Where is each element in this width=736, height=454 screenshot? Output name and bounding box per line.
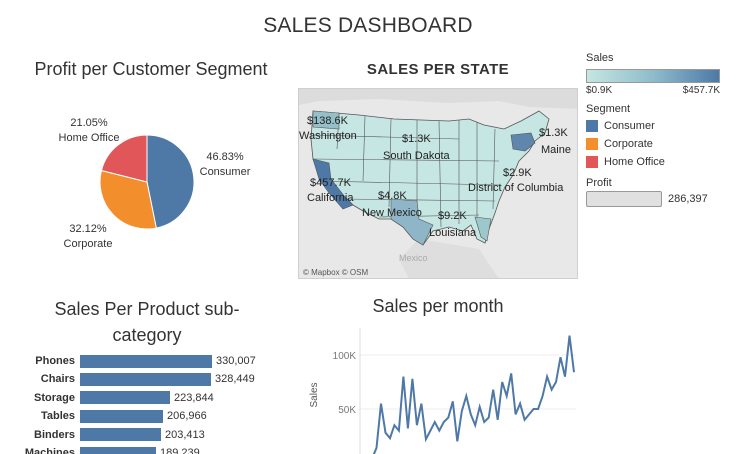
sales-legend-max: $457.7K (682, 85, 720, 96)
state-map-title: SALES PER STATE (366, 61, 510, 78)
map-label-dc-value: $2.9K (503, 167, 532, 179)
pie-label-consumer-pct: 46.83% (206, 151, 244, 163)
state-map[interactable]: $138.6K Washington $1.3K South Dakota $1… (298, 88, 578, 279)
segment-pie-chart: 21.05% Home Office 46.83% Consumer 32.12… (59, 117, 251, 250)
sales-color-ramp (586, 69, 720, 83)
map-label-dc-name: District of Columbia (468, 182, 564, 194)
sales-legend-title: Sales (586, 52, 614, 64)
bar-row[interactable]: Tables 206,966 (0, 409, 207, 423)
sales-line (372, 335, 575, 454)
bar-row[interactable]: Chairs 328,449 (0, 372, 255, 386)
bar-category-label: Chairs (40, 373, 75, 386)
new-york-shape (510, 132, 536, 152)
profit-legend-title: Profit (586, 177, 612, 189)
month-chart-title: Sales per month (372, 296, 504, 316)
bar-machines[interactable] (80, 446, 156, 454)
bar-row[interactable]: Machines 189,239 (0, 446, 200, 454)
pie-label-home-office-name: Home Office (59, 132, 120, 144)
map-attribution: © Mapbox © OSM (303, 268, 368, 277)
pie-slice-corporate[interactable] (99, 169, 157, 230)
texas-shape (390, 198, 434, 246)
map-label-california-name: California (307, 192, 354, 204)
bar-value-label: 223,844 (174, 391, 214, 404)
segment-legend-label: Home Office (604, 156, 665, 168)
map-label-maine-value: $1.3K (539, 127, 568, 139)
map-label-new-mexico-value: $4.8K (378, 190, 407, 202)
segment-legend-corporate[interactable]: Corporate (586, 135, 726, 153)
bar-category-label: Machines (24, 447, 75, 454)
bar-value-label: 328,449 (215, 373, 255, 386)
map-label-mexico: Mexico (399, 253, 428, 263)
bar-value-label: 206,966 (167, 410, 207, 423)
pie-label-consumer-name: Consumer (200, 166, 251, 178)
bar-binders[interactable] (80, 428, 161, 442)
sales-legend-min: $0.9K (586, 85, 613, 96)
map-label-maine-name: Maine (541, 144, 571, 156)
map-label-washington-value: $138.6K (307, 115, 349, 127)
map-label-south-dakota-value: $1.3K (402, 133, 431, 145)
bar-value-label: 203,413 (165, 428, 205, 441)
subcategory-bar-chart: Phones 330,007 Chairs 328,449 Storage 223,844… (0, 354, 300, 454)
segment-legend-consumer[interactable]: Consumer (586, 117, 726, 135)
pie-label-corporate-name: Corporate (64, 238, 113, 250)
map-label-new-mexico-name: New Mexico (362, 207, 422, 219)
bar-phones[interactable] (80, 354, 212, 368)
bar-storage[interactable] (80, 391, 170, 405)
bar-row[interactable]: Phones 330,007 (0, 354, 256, 368)
sales-month-line-chart: Sales 100K50K0K (309, 328, 576, 454)
subcategory-chart-title: Sales Per Product sub-category (54, 299, 240, 345)
dashboard-title: SALES DASHBOARD (263, 14, 473, 37)
segment-legend-home-office[interactable]: Home Office (586, 153, 726, 171)
segment-chart-title: Profit per Customer Segment (34, 59, 268, 79)
consumer-swatch (586, 120, 598, 132)
pie-slice-consumer[interactable] (146, 134, 195, 229)
map-label-south-dakota-name: South Dakota (383, 150, 451, 162)
pie-slice-home-office[interactable] (100, 134, 148, 183)
profit-value: 286,397 (668, 193, 708, 205)
segment-legend-label: Consumer (604, 120, 655, 132)
bar-row[interactable]: Binders 203,413 (0, 428, 205, 442)
home-office-swatch (586, 156, 598, 168)
bar-value-label: 189,239 (160, 447, 200, 454)
segment-legend-label: Corporate (604, 138, 653, 150)
map-label-washington-name: Washington (299, 130, 357, 142)
map-label-california-value: $457.7K (310, 177, 352, 189)
usa-map-graphic: $138.6K Washington $1.3K South Dakota $1… (299, 89, 577, 278)
bar-row[interactable]: Storage 223,844 (0, 391, 214, 405)
california-shape (312, 158, 354, 210)
pie-label-corporate-pct: 32.12% (69, 223, 107, 235)
y-axis-label: Sales (309, 382, 320, 407)
bar-tables[interactable] (80, 409, 163, 423)
bar-category-label: Phones (35, 355, 75, 367)
y-tick-label: 100K (333, 351, 357, 362)
segment-legend-title: Segment (586, 103, 631, 115)
profit-bar (586, 191, 662, 207)
bar-category-label: Binders (34, 428, 75, 441)
washington-shape (312, 110, 340, 130)
florida-shape (474, 216, 492, 242)
corporate-swatch (586, 138, 598, 150)
map-label-louisiana-name: Louisiana (429, 227, 477, 239)
y-tick-label: 50K (338, 405, 356, 416)
pie-label-home-office-pct: 21.05% (70, 117, 108, 129)
bar-chairs[interactable] (80, 372, 211, 386)
segment-legend: Consumer Corporate Home Office (586, 117, 726, 171)
bar-category-label: Tables (40, 410, 75, 423)
bar-category-label: Storage (34, 391, 75, 404)
legend-panel: Sales $0.9K $457.7K Segment Consumer Cor… (586, 52, 726, 207)
map-label-louisiana-value: $9.2K (438, 210, 467, 222)
bar-value-label: 330,007 (216, 355, 256, 367)
